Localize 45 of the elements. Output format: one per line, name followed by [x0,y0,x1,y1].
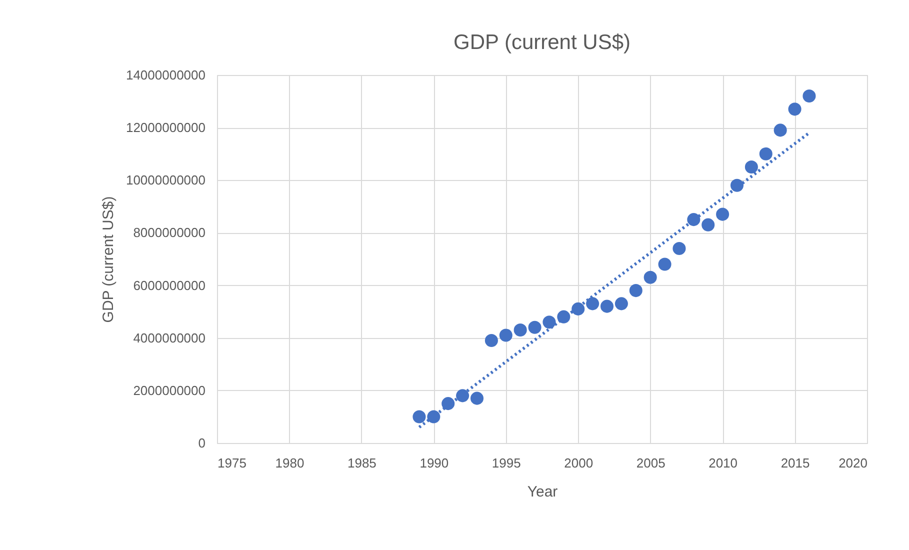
y-tick-label: 4000000000 [133,330,206,346]
y-tick-label: 12000000000 [126,120,206,136]
point [716,208,730,221]
point [788,102,802,116]
point [456,389,470,402]
y-tick-label: 10000000000 [126,172,206,188]
point [484,334,498,347]
point [774,124,787,137]
y-tick-label: 14000000000 [126,68,206,82]
y-tick-label: 2000000000 [133,382,206,398]
y-tick-label: 6000000000 [133,278,206,293]
point [572,302,585,316]
point [514,323,527,336]
point [702,218,715,232]
point [802,90,816,103]
point [744,160,758,174]
point [759,147,772,160]
point [412,410,426,424]
x-tick-label: 2020 [838,456,868,470]
point [470,392,484,405]
point [614,297,628,310]
point [528,320,542,334]
x-tick-label: 1990 [420,456,449,470]
x-tick-label: 1980 [275,456,304,470]
point [629,284,642,298]
point [600,300,614,313]
x-tick-label: 2005 [636,456,666,470]
y-tick-label: 0 [198,436,206,450]
point [672,242,686,255]
point [658,258,672,271]
chart-title: GDP (current US$) [454,31,630,54]
x-tick-label: 2000 [564,456,594,470]
point [542,316,556,329]
x-tick-label: 2010 [708,456,738,470]
x-tick-label: 1985 [347,456,376,470]
point [586,297,600,310]
x-tick-label: 2015 [780,456,810,470]
y-axis-title: GDP (current US$) [100,196,117,323]
point [644,270,657,284]
x-axis-title: Year [527,484,558,500]
x-tick-label: 1975 [218,456,246,470]
x-tick-label: 1995 [492,456,521,470]
y-tick-label: 8000000000 [133,225,206,240]
point [499,328,512,342]
point [427,410,440,424]
